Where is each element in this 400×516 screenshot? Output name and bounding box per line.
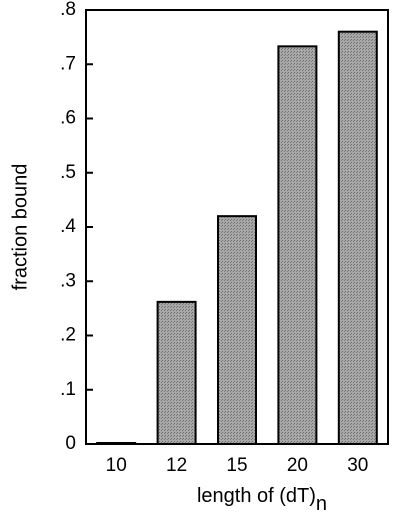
y-tick-label: .6 bbox=[60, 108, 76, 129]
bar-20 bbox=[277, 45, 318, 445]
y-tick-label: .2 bbox=[60, 325, 76, 346]
x-tick-label: 10 bbox=[106, 455, 127, 476]
x-tick-label: 30 bbox=[347, 455, 368, 476]
x-axis-tick-labels: 10 12 15 20 30 bbox=[106, 455, 369, 476]
y-tick-label: 0 bbox=[65, 433, 76, 454]
y-tick-label: .5 bbox=[60, 162, 76, 183]
bar-15 bbox=[217, 215, 257, 445]
y-tick-label: .4 bbox=[60, 216, 76, 237]
x-tick-label: 12 bbox=[166, 455, 187, 476]
y-axis-tick-labels: 0 .1 .2 .3 .4 .5 .6 .7 .8 bbox=[60, 0, 76, 454]
bar-30 bbox=[337, 30, 378, 445]
y-tick-label: .1 bbox=[60, 379, 76, 400]
y-axis-label: fraction bound bbox=[9, 164, 31, 291]
y-tick-label: .8 bbox=[60, 0, 76, 20]
bar-12 bbox=[156, 300, 197, 445]
x-tick-label: 15 bbox=[226, 455, 247, 476]
y-axis-ticks bbox=[86, 9, 93, 445]
y-tick-label: .7 bbox=[60, 53, 76, 74]
x-tick-label: 20 bbox=[287, 455, 308, 476]
x-axis-label-main: length of (dT) bbox=[197, 485, 316, 507]
x-axis-label-subscript: n bbox=[316, 493, 327, 515]
bars-group bbox=[96, 30, 378, 445]
y-tick-label: .3 bbox=[60, 270, 76, 291]
x-axis-label: length of (dT)n bbox=[197, 485, 327, 515]
